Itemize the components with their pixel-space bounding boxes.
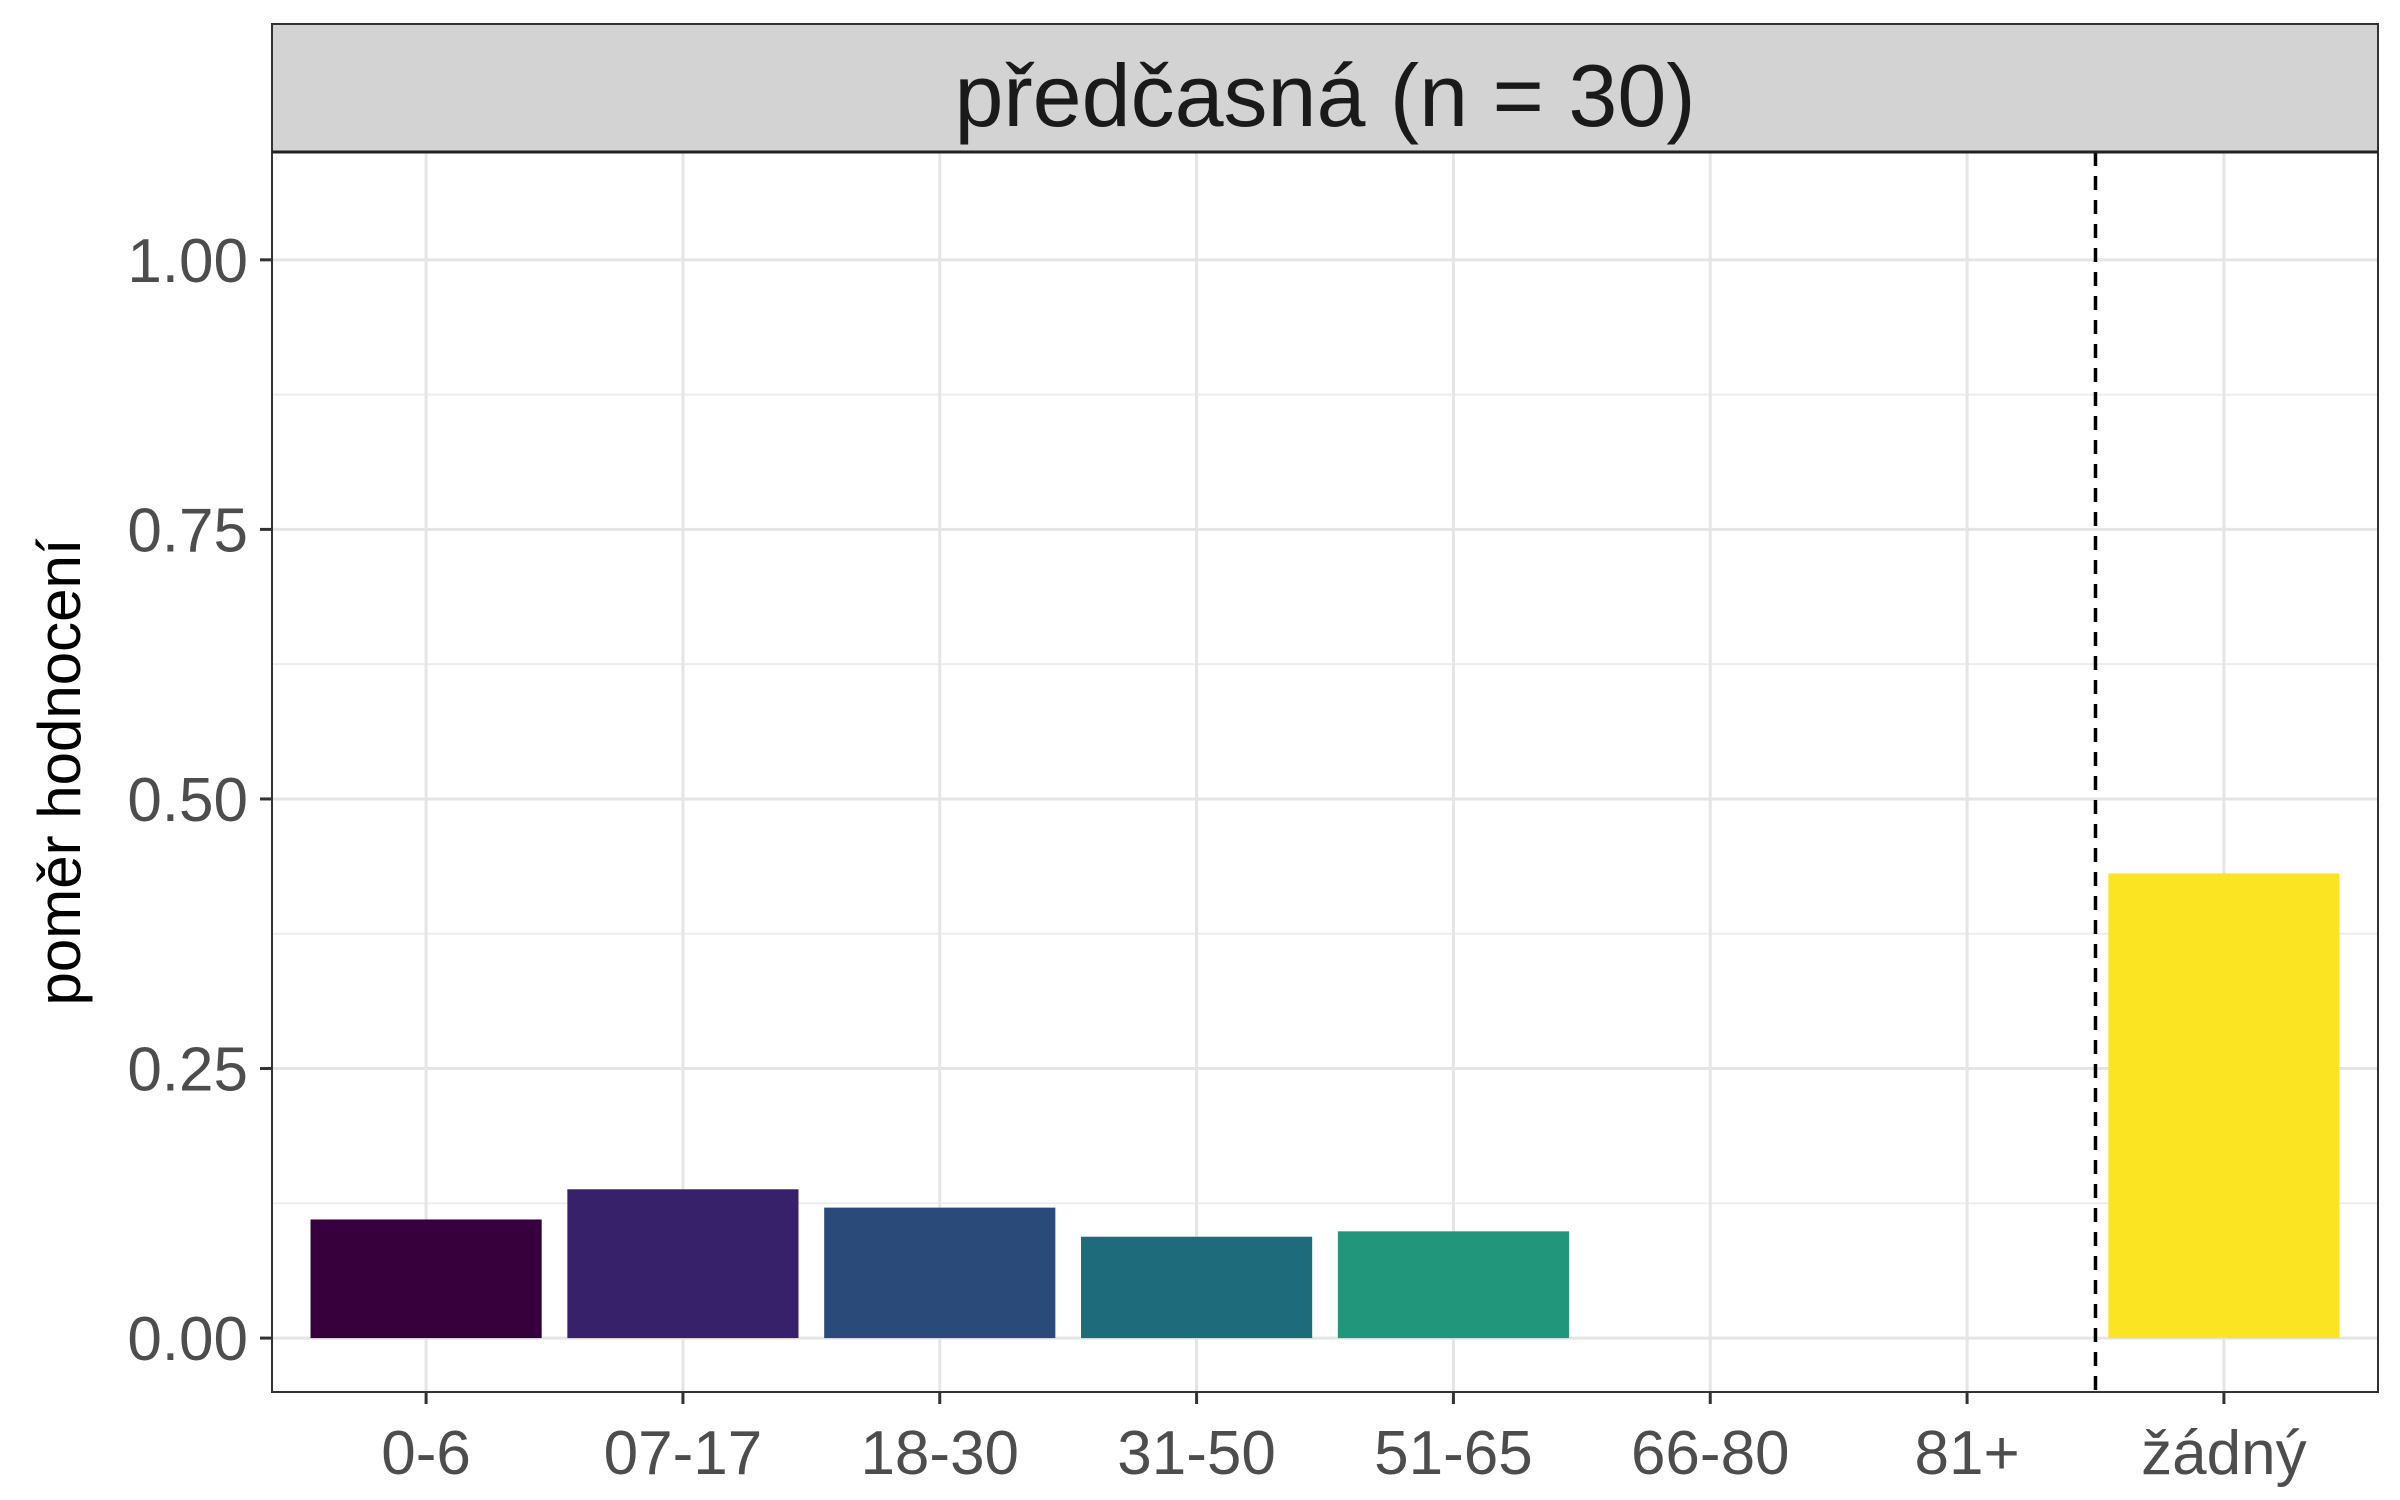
- y-tick-label: 0.25: [127, 1036, 248, 1105]
- y-tick-label: 0.00: [127, 1305, 248, 1374]
- y-axis: 0.00 0.25 0.50 0.75 1.00: [127, 227, 272, 1374]
- x-axis: 0-6 07-17 18-30 31-50 51-65 66-80 81+ žádný: [381, 1392, 2307, 1488]
- y-axis-label: poměr hodnocení: [26, 538, 93, 1005]
- y-tick-label: 1.00: [127, 227, 248, 296]
- bars: [310, 873, 2340, 1339]
- y-tick-label: 0.75: [127, 496, 248, 565]
- facet-strip: [271, 23, 2379, 153]
- grid: [272, 152, 2378, 1392]
- chart-title: předčasná (n = 30): [954, 46, 1695, 145]
- x-tick-label: 18-30: [860, 1419, 1019, 1488]
- bar-0-6: [310, 1219, 542, 1339]
- x-tick-label: 07-17: [604, 1419, 763, 1488]
- bar-31-50: [1081, 1236, 1313, 1339]
- plot-background: [272, 152, 2378, 1392]
- bar-18-30: [824, 1207, 1056, 1339]
- x-tick-label: 31-50: [1117, 1419, 1276, 1488]
- x-tick-label: 81+: [1914, 1419, 2019, 1488]
- y-tick-label: 0.50: [127, 766, 248, 835]
- bar-07-17: [567, 1189, 799, 1339]
- bar-51-65: [1337, 1231, 1569, 1339]
- x-tick-label: 51-65: [1374, 1419, 1533, 1488]
- x-tick-label: žádný: [2141, 1419, 2306, 1488]
- x-tick-label: 66-80: [1631, 1419, 1790, 1488]
- bar-žádný: [2108, 873, 2340, 1339]
- x-tick-label: 0-6: [381, 1419, 471, 1488]
